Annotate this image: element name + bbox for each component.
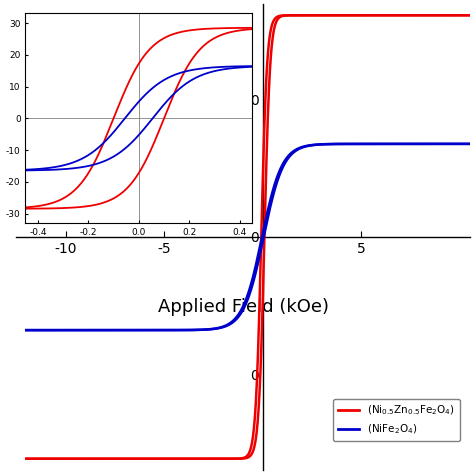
- Legend: (Ni$_{0.5}$Zn$_{0.5}$Fe$_2$O$_4$), (NiFe$_2$O$_4$): (Ni$_{0.5}$Zn$_{0.5}$Fe$_2$O$_4$), (NiFe…: [333, 399, 460, 441]
- X-axis label: Applied Field (kOe): Applied Field (kOe): [158, 298, 328, 316]
